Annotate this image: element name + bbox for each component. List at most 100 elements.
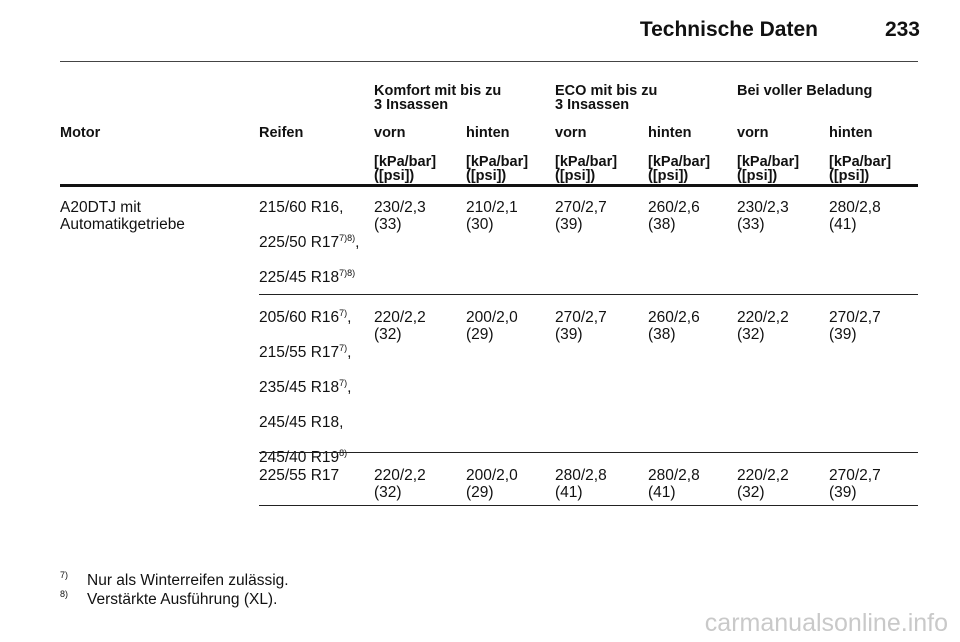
column-header-tire: Reifen [259,125,304,141]
pressure-psi: (41) [829,216,857,233]
unit-kpa-bar: [kPa/bar] [374,154,437,170]
pressure-kpa-bar: 270/2,7 [555,309,607,326]
pressure-cell: 220/2,2 (32) [737,467,789,501]
pressure-cell: 230/2,3 (33) [737,199,789,233]
pressure-psi: (39) [555,216,583,233]
tire-size: 245/45 R18, [259,414,343,431]
pressure-cell: 280/2,8 (41) [648,467,700,501]
sub-header-5: hinten [829,125,873,141]
pressure-cell: 280/2,8 (41) [555,467,607,501]
footnote-ref: 7) [339,378,348,388]
tire-size-suffix: , [347,379,352,396]
unit-header-5: [kPa/bar] ([psi]) [829,154,892,184]
footnote-ref: 7)8) [339,233,356,243]
pressure-cell: 210/2,1 (30) [466,199,518,233]
sub-header-3: hinten [648,125,692,141]
unit-kpa-bar: [kPa/bar] [829,154,892,170]
table-header-rule [60,184,918,187]
tire-size-text: 225/45 R18 [259,269,340,286]
pressure-cell: 270/2,7 (39) [555,309,607,343]
footnote-ref: 7)8) [339,268,356,278]
pressure-kpa-bar: 260/2,6 [648,309,700,326]
page-number: 233 [884,18,920,41]
pressure-kpa-bar: 220/2,2 [374,467,426,484]
footnote-ref: 7) [339,343,348,353]
tire-size-text: 245/45 R18, [259,414,344,431]
unit-psi: ([psi]) [555,168,596,184]
pressure-psi: (32) [737,484,765,501]
pressure-kpa-bar: 280/2,8 [648,467,700,484]
sub-header-1: hinten [466,125,510,141]
unit-psi: ([psi]) [648,168,689,184]
unit-kpa-bar: [kPa/bar] [555,154,618,170]
tire-size-text: 225/50 R17 [259,234,340,251]
pressure-cell: 220/2,2 (32) [737,309,789,343]
tire-size: 205/60 R167), [259,309,352,327]
pressure-kpa-bar: 260/2,6 [648,199,700,216]
pressure-kpa-bar: 280/2,8 [829,199,881,216]
pressure-psi: (39) [829,326,857,343]
tire-size: 225/45 R187)8) [259,268,356,287]
tire-size-suffix: , [355,234,360,251]
unit-psi: ([psi]) [737,168,778,184]
footnote-mark: 8) [60,589,69,599]
unit-header-4: [kPa/bar] ([psi]) [737,155,799,184]
tire-size-text: 205/60 R16 [259,309,340,326]
tire-size: 215/55 R177), [259,343,352,362]
pressure-kpa-bar: 200/2,0 [466,467,518,484]
tire-size: 235/45 R187), [259,378,352,397]
tire-size-suffix: , [347,309,352,326]
sub-header-2: vorn [555,125,587,141]
pressure-cell: 270/2,7 (39) [555,199,607,233]
pressure-cell: 200/2,0 (29) [466,467,518,501]
unit-psi: ([psi]) [829,168,870,184]
pressure-cell: 270/2,7 (39) [829,309,881,343]
pressure-kpa-bar: 270/2,7 [829,467,881,484]
pressure-kpa-bar: 270/2,7 [829,309,881,326]
unit-psi: ([psi]) [374,168,415,184]
pressure-psi: (29) [466,484,494,501]
pressure-kpa-bar: 270/2,7 [555,199,607,216]
unit-header-0: [kPa/bar] ([psi]) [374,154,437,184]
pressure-kpa-bar: 220/2,2 [374,309,426,326]
pressure-kpa-bar: 230/2,3 [737,199,789,216]
unit-psi: ([psi]) [466,168,507,184]
footnote-text: Verstärkte Ausführung (XL). [87,591,278,608]
footnote-ref: 8) [339,448,348,458]
group-header-full-load: Bei voller Beladung [737,83,873,99]
pressure-psi: (30) [466,216,494,233]
motor-cell: A20DTJ mit Automatikgetriebe [60,199,185,233]
pressure-kpa-bar: 210/2,1 [466,199,518,216]
pressure-psi: (41) [555,484,583,501]
pressure-psi: (38) [648,216,676,233]
pressure-kpa-bar: 220/2,2 [737,467,789,484]
pressure-cell: 260/2,6 (38) [648,199,700,233]
watermark: carmanualsonline.info [704,609,948,637]
pressure-psi: (33) [737,216,765,233]
pressure-psi: (38) [648,326,676,343]
group-header-komfort: Komfort mit bis zu 3 Insassen [374,83,502,113]
pressure-cell: 200/2,0 (29) [466,309,518,343]
tire-size: 245/40 R198) [259,448,348,467]
pressure-cell: 270/2,7 (39) [829,467,881,501]
pressure-psi: (33) [374,216,402,233]
tire-size-suffix: , [347,344,352,361]
pressure-cell: 230/2,3 (33) [374,199,426,233]
tire-size: 225/50 R177)8), [259,233,360,252]
sub-header-0: vorn [374,125,406,141]
pressure-cell: 280/2,8 (41) [829,199,881,233]
tire-size-text: 225/55 R17 [259,467,340,484]
group-divider [259,452,918,453]
pressure-psi: (29) [466,326,494,343]
footnote-text: Nur als Winterreifen zulässig. [87,572,289,589]
group-divider [259,505,918,506]
unit-kpa-bar: [kPa/bar] [466,154,529,170]
column-header-motor: Motor [60,125,101,141]
tire-size-text: 235/45 R18 [259,379,340,396]
section-title: Technische Daten [639,18,818,41]
pressure-psi: (41) [648,484,676,501]
pressure-psi: (32) [737,326,765,343]
footnote-mark: 7) [60,570,69,580]
tire-size-text: 245/40 R19 [259,449,340,466]
tire-size-text: 215/60 R16, [259,199,344,216]
